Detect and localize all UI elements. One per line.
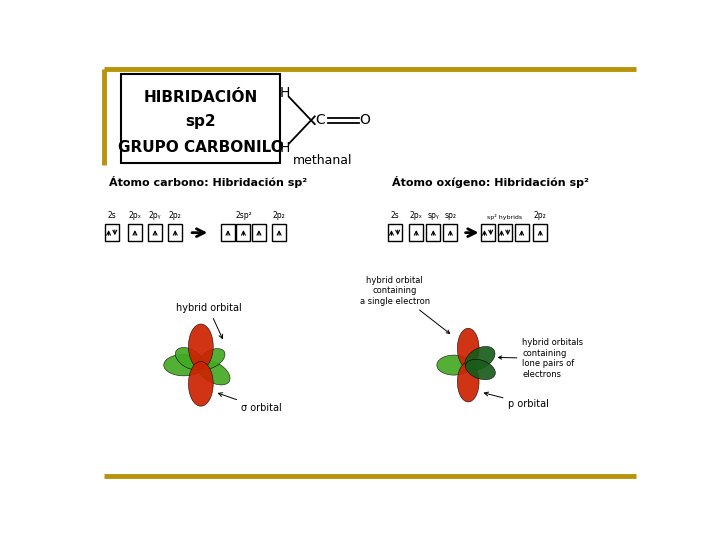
Text: 2s: 2s bbox=[107, 211, 116, 220]
Ellipse shape bbox=[465, 347, 495, 370]
Text: 2pᵧ: 2pᵧ bbox=[149, 211, 161, 220]
Text: GRUPO CARBONILO: GRUPO CARBONILO bbox=[117, 140, 283, 154]
Text: Átomo carbono: Hibridación sp²: Átomo carbono: Hibridación sp² bbox=[109, 176, 307, 188]
Ellipse shape bbox=[176, 348, 204, 370]
Bar bbox=[515, 224, 528, 241]
Bar bbox=[387, 224, 402, 241]
Bar bbox=[534, 224, 547, 241]
Bar bbox=[121, 74, 280, 163]
Ellipse shape bbox=[189, 361, 213, 406]
Text: 2p₂: 2p₂ bbox=[534, 211, 546, 220]
Bar bbox=[426, 224, 441, 241]
Text: hybrid orbitals
containing
lone pairs of
electrons: hybrid orbitals containing lone pairs of… bbox=[498, 339, 584, 379]
Bar bbox=[272, 224, 286, 241]
Text: hybrid orbital: hybrid orbital bbox=[176, 303, 241, 339]
Ellipse shape bbox=[457, 362, 479, 402]
Text: O: O bbox=[360, 113, 371, 127]
Bar bbox=[481, 224, 495, 241]
Text: 2pₓ: 2pₓ bbox=[410, 211, 423, 220]
Ellipse shape bbox=[163, 354, 204, 376]
Text: hybrid orbital
containing
a single electron: hybrid orbital containing a single elect… bbox=[359, 276, 450, 334]
Bar bbox=[409, 224, 423, 241]
Text: spᵧ: spᵧ bbox=[428, 211, 439, 220]
Text: σ orbital: σ orbital bbox=[218, 393, 282, 413]
Text: 2sp²: 2sp² bbox=[235, 211, 252, 220]
Ellipse shape bbox=[197, 360, 230, 385]
Text: p orbital: p orbital bbox=[485, 392, 549, 409]
Bar bbox=[236, 224, 251, 241]
Text: 2pₓ: 2pₓ bbox=[128, 211, 141, 220]
Text: H: H bbox=[279, 85, 289, 99]
Text: sp2: sp2 bbox=[185, 114, 216, 129]
Bar bbox=[128, 224, 142, 241]
Text: methanal: methanal bbox=[293, 154, 352, 167]
Text: Átomo oxígeno: Hibridación sp²: Átomo oxígeno: Hibridación sp² bbox=[392, 176, 589, 188]
Ellipse shape bbox=[198, 349, 225, 369]
Text: sp² hybrids: sp² hybrids bbox=[487, 214, 522, 220]
Text: 2p₂: 2p₂ bbox=[169, 211, 181, 220]
Bar bbox=[221, 224, 235, 241]
Bar bbox=[252, 224, 266, 241]
Text: 2s: 2s bbox=[390, 211, 399, 220]
Bar bbox=[104, 224, 119, 241]
Ellipse shape bbox=[466, 359, 495, 380]
Text: H: H bbox=[279, 141, 289, 155]
Ellipse shape bbox=[189, 324, 213, 369]
Ellipse shape bbox=[457, 328, 479, 368]
Text: sp₂: sp₂ bbox=[444, 211, 456, 220]
Text: HIBRIDACIÓN: HIBRIDACIÓN bbox=[143, 90, 258, 105]
Bar bbox=[148, 224, 162, 241]
Text: C: C bbox=[315, 113, 325, 127]
Bar bbox=[168, 224, 182, 241]
Text: 2p₂: 2p₂ bbox=[273, 211, 285, 220]
Bar bbox=[444, 224, 457, 241]
Ellipse shape bbox=[437, 355, 471, 375]
Bar bbox=[498, 224, 512, 241]
